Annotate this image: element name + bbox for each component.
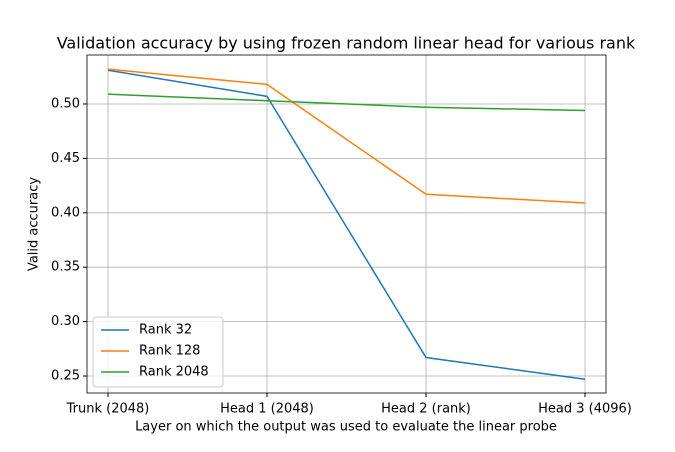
data-line (107, 93, 586, 112)
y-tick-label: 0.40 (51, 205, 80, 220)
x-axis-label: Layer on which the output was used to ev… (135, 420, 557, 435)
x-tick-label: Trunk (2048) (66, 402, 150, 417)
x-tick-label: Head 2 (rank) (381, 402, 471, 417)
y-tick-label: 0.45 (51, 151, 80, 166)
legend-label: Rank 32 (139, 323, 192, 338)
legend-box (92, 316, 224, 388)
y-tick-label: 0.25 (51, 369, 80, 384)
y-axis-label: Valid accuracy (27, 177, 42, 271)
legend-label: Rank 128 (139, 344, 200, 359)
chart-title: Validation accuracy by using frozen rand… (57, 34, 636, 53)
x-tick-label: Head 1 (2048) (220, 402, 314, 417)
y-tick-label: 0.50 (51, 96, 80, 111)
y-tick-label: 0.35 (51, 260, 80, 275)
legend-label: Rank 2048 (139, 365, 209, 380)
legend: Rank 32 Rank 128 Rank 2048 (92, 316, 224, 388)
data-line (107, 69, 586, 381)
data-line (107, 68, 586, 204)
y-tick-label: 0.30 (51, 314, 80, 329)
x-tick-label: Head 3 (4096) (538, 402, 632, 417)
plot-frame (86, 54, 607, 394)
